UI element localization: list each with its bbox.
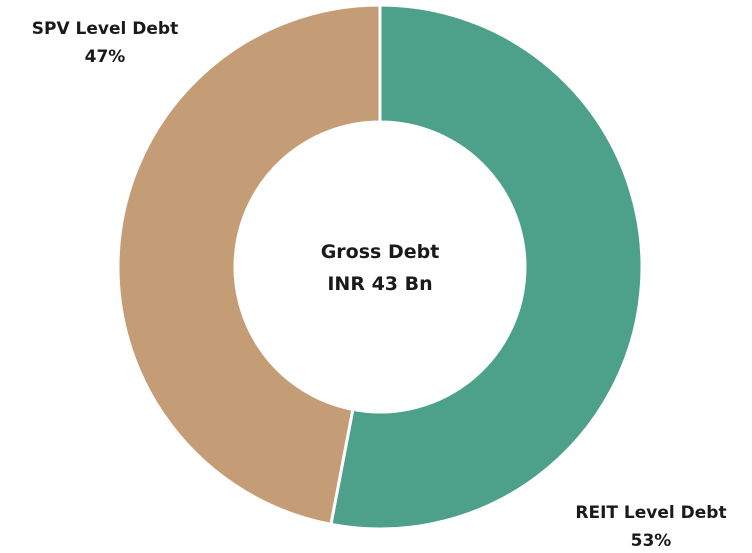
slice-label-spv: SPV Level Debt: [32, 19, 178, 39]
slice-reit-level-debt: [329, 3, 644, 531]
center-label-line-2: INR 43 Bn: [327, 273, 432, 295]
center-label-line-1: Gross Debt: [321, 241, 440, 263]
donut-slices: [116, 3, 644, 531]
slice-value-reit: 53%: [631, 531, 672, 551]
slice-value-spv: 47%: [85, 47, 126, 67]
slice-spv-level-debt: [116, 3, 382, 527]
slice-label-reit: REIT Level Debt: [575, 503, 726, 523]
